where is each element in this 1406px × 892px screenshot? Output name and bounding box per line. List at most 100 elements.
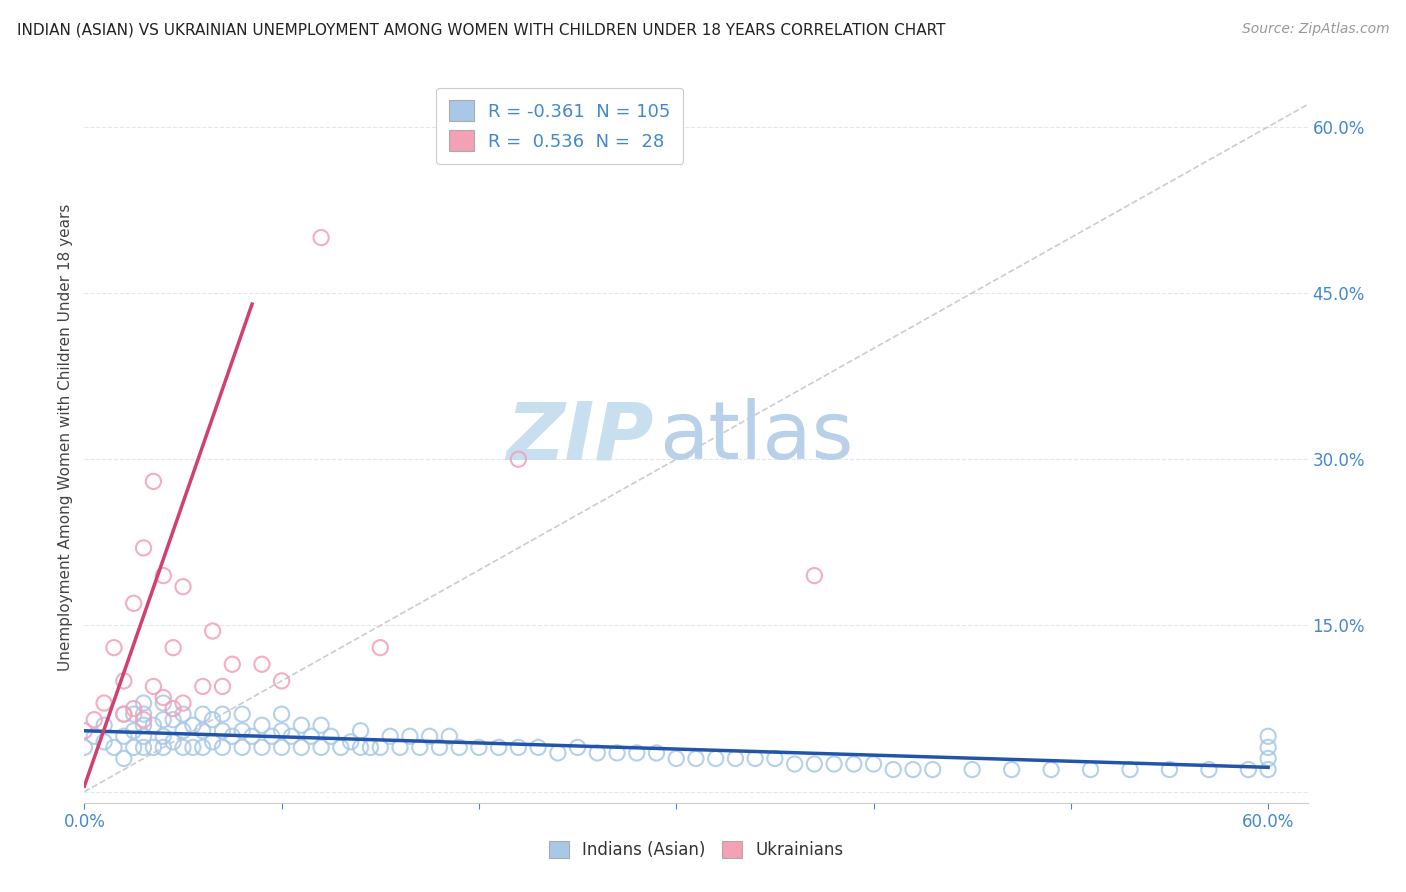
Point (103, 740, 125, 755)
Point (1257, 763, 1279, 777)
Text: ZIP: ZIP (506, 398, 654, 476)
Point (299, 729, 322, 743)
Point (201, 735, 224, 749)
Point (803, 757, 825, 772)
Point (103, 640, 125, 655)
Point (368, 640, 391, 655)
Point (112, 729, 135, 743)
Point (152, 740, 174, 755)
Point (359, 740, 381, 755)
Point (290, 718, 312, 732)
Point (1198, 763, 1220, 777)
Point (132, 541, 155, 555)
Point (132, 707, 155, 722)
Point (803, 568, 825, 582)
Point (823, 757, 845, 772)
Point (645, 746, 668, 760)
Point (162, 713, 184, 727)
Point (132, 696, 155, 710)
Point (83, 729, 105, 743)
Point (1257, 729, 1279, 743)
Point (142, 718, 165, 732)
Point (122, 740, 145, 755)
Point (231, 723, 253, 738)
Point (724, 751, 747, 765)
Point (339, 735, 361, 749)
Point (122, 596, 145, 610)
Text: INDIAN (ASIAN) VS UKRAINIAN UNEMPLOYMENT AMONG WOMEN WITH CHILDREN UNDER 18 YEAR: INDIAN (ASIAN) VS UKRAINIAN UNEMPLOYMENT… (17, 22, 945, 37)
Y-axis label: Unemployment Among Women with Children Under 18 years: Unemployment Among Women with Children U… (58, 203, 73, 671)
Point (93, 696, 115, 710)
Point (508, 740, 530, 755)
Point (83, 713, 105, 727)
Point (73, 723, 96, 738)
Point (429, 740, 451, 755)
Point (122, 701, 145, 715)
Point (547, 746, 569, 760)
Point (309, 230, 332, 244)
Point (211, 723, 233, 738)
Point (290, 740, 312, 755)
Point (73, 740, 96, 755)
Point (142, 475, 165, 489)
Point (1001, 763, 1024, 777)
Point (142, 680, 165, 694)
Point (606, 746, 628, 760)
Point (112, 707, 135, 722)
Point (122, 723, 145, 738)
Point (152, 696, 174, 710)
Point (280, 729, 302, 743)
Point (449, 740, 471, 755)
Point (181, 740, 204, 755)
Point (309, 718, 332, 732)
Point (685, 751, 707, 765)
Point (309, 740, 332, 755)
Point (409, 740, 432, 755)
Point (93, 735, 115, 749)
Point (626, 746, 648, 760)
Point (783, 757, 806, 772)
Point (270, 740, 292, 755)
Point (439, 729, 461, 743)
Point (270, 723, 292, 738)
Point (221, 657, 243, 672)
Point (162, 735, 184, 749)
Point (1237, 763, 1260, 777)
Point (488, 740, 510, 755)
Point (132, 729, 155, 743)
Point (1119, 763, 1142, 777)
Text: atlas: atlas (659, 398, 853, 476)
Point (399, 729, 422, 743)
Point (389, 740, 412, 755)
Point (567, 740, 589, 755)
Point (744, 751, 766, 765)
Point (191, 740, 214, 755)
Point (172, 707, 194, 722)
Point (211, 740, 233, 755)
Point (250, 718, 273, 732)
Point (349, 723, 371, 738)
Point (862, 757, 884, 772)
Point (586, 746, 609, 760)
Point (132, 713, 155, 727)
Point (1080, 763, 1102, 777)
Point (172, 723, 194, 738)
Point (231, 740, 253, 755)
Point (172, 696, 194, 710)
Point (250, 657, 273, 672)
Point (419, 729, 441, 743)
Text: Source: ZipAtlas.com: Source: ZipAtlas.com (1241, 22, 1389, 37)
Point (665, 751, 688, 765)
Point (319, 729, 342, 743)
Point (201, 624, 224, 638)
Point (93, 718, 115, 732)
Point (270, 673, 292, 688)
Point (250, 740, 273, 755)
Point (921, 763, 943, 777)
Point (960, 763, 983, 777)
Point (152, 713, 174, 727)
Point (172, 740, 194, 755)
Point (191, 680, 214, 694)
Point (1159, 763, 1181, 777)
Point (122, 707, 145, 722)
